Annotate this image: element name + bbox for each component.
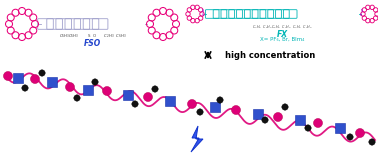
Circle shape	[313, 118, 322, 128]
Circle shape	[65, 82, 74, 91]
Circle shape	[305, 125, 311, 131]
FancyBboxPatch shape	[123, 90, 133, 100]
FancyBboxPatch shape	[47, 77, 57, 87]
Text: FX: FX	[277, 30, 288, 39]
Text: N
H₂: N H₂	[201, 9, 205, 17]
Circle shape	[369, 139, 375, 145]
Circle shape	[152, 86, 158, 92]
Text: N
H₂: N H₂	[360, 9, 364, 17]
Circle shape	[282, 104, 288, 110]
FancyBboxPatch shape	[295, 115, 305, 125]
Circle shape	[347, 134, 353, 140]
Text: X= PF₆, Br, BIm₄: X= PF₆, Br, BIm₄	[260, 37, 305, 42]
Polygon shape	[191, 126, 203, 152]
Circle shape	[217, 97, 223, 103]
Circle shape	[274, 113, 282, 122]
Circle shape	[262, 117, 268, 123]
FancyBboxPatch shape	[335, 123, 345, 133]
FancyBboxPatch shape	[13, 73, 23, 83]
Text: $C_6H_3C_6H_3$        S  O       $C_2H_3$  $C_6H_3$: $C_6H_3C_6H_3$ S O $C_2H_3$ $C_6H_3$	[59, 32, 126, 40]
Circle shape	[74, 95, 80, 101]
Circle shape	[231, 105, 240, 114]
Circle shape	[3, 71, 12, 80]
Circle shape	[31, 75, 39, 84]
FancyBboxPatch shape	[253, 109, 263, 119]
Circle shape	[39, 70, 45, 76]
Text: FSO: FSO	[84, 39, 101, 48]
FancyBboxPatch shape	[165, 96, 175, 106]
Circle shape	[92, 79, 98, 85]
Circle shape	[144, 93, 152, 101]
Circle shape	[355, 128, 364, 137]
FancyBboxPatch shape	[83, 85, 93, 95]
Circle shape	[197, 109, 203, 115]
Circle shape	[22, 85, 28, 91]
Circle shape	[102, 86, 112, 95]
Text: high concentration: high concentration	[225, 51, 315, 60]
Circle shape	[187, 99, 197, 109]
Circle shape	[132, 101, 138, 107]
FancyBboxPatch shape	[210, 102, 220, 112]
Text: $C_4H_3$  $C_6H_3C_6H_3$  $C_4H_3$  $C_4H_3$  $C_4H_3$: $C_4H_3$ $C_6H_3C_6H_3$ $C_4H_3$ $C_4H_3…	[252, 23, 313, 31]
